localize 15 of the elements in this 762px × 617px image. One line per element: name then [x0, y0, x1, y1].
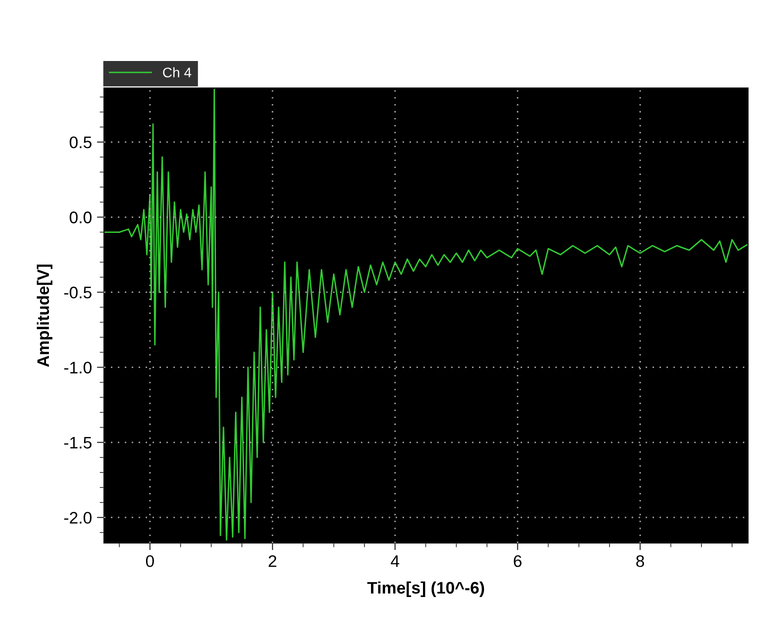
- y-axis-title: Amplitude[V]: [36, 264, 52, 367]
- x-tick-label: 2: [268, 555, 276, 567]
- y-tick-label: 0.0: [70, 212, 92, 224]
- x-tick-label: 0: [146, 555, 154, 568]
- legend-label: Ch 4: [163, 67, 192, 78]
- y-tick-label: 0.5: [70, 136, 92, 148]
- x-tick-label: 6: [514, 555, 522, 568]
- x-tick-label: 4: [390, 555, 400, 567]
- y-tick-label: -1.5: [64, 436, 92, 449]
- y-tick-label: -0.5: [64, 286, 92, 298]
- y-tick-label: -1.0: [64, 362, 92, 374]
- y-tick-label: -2.0: [64, 512, 92, 524]
- x-tick-label: 8: [636, 555, 644, 568]
- x-axis-title: Time[s] (10^-6): [367, 581, 484, 597]
- line-series: [104, 88, 748, 541]
